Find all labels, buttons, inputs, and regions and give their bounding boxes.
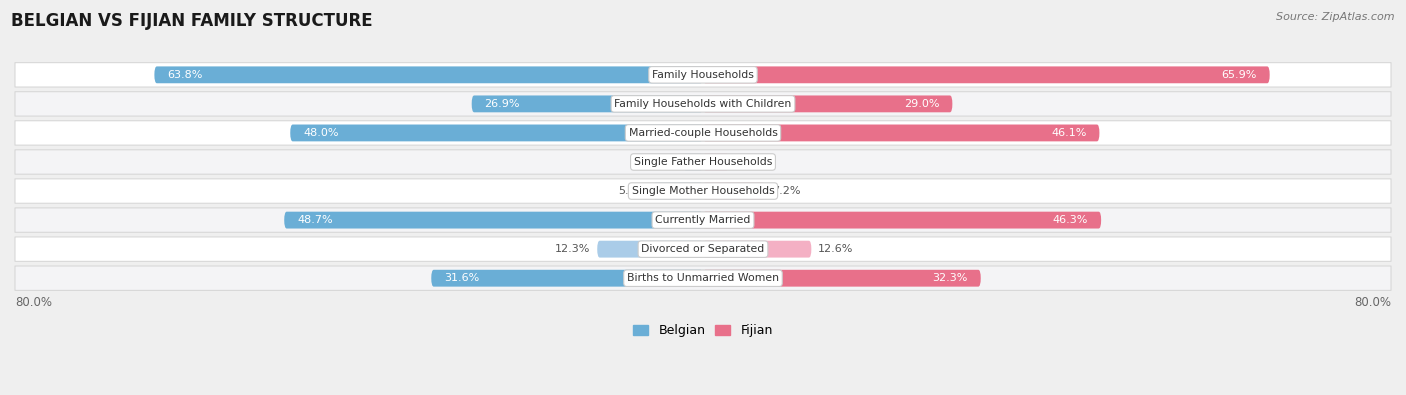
FancyBboxPatch shape <box>703 212 1101 229</box>
Text: 3.0%: 3.0% <box>735 157 763 167</box>
FancyBboxPatch shape <box>471 96 703 112</box>
FancyBboxPatch shape <box>654 182 703 199</box>
FancyBboxPatch shape <box>15 208 1391 232</box>
Text: Single Father Households: Single Father Households <box>634 157 772 167</box>
FancyBboxPatch shape <box>15 63 1391 87</box>
Text: 80.0%: 80.0% <box>1354 296 1391 309</box>
FancyBboxPatch shape <box>15 179 1391 203</box>
FancyBboxPatch shape <box>703 241 811 258</box>
FancyBboxPatch shape <box>15 92 1391 116</box>
Text: 65.9%: 65.9% <box>1222 70 1257 80</box>
FancyBboxPatch shape <box>15 266 1391 290</box>
FancyBboxPatch shape <box>15 150 1391 174</box>
Text: 63.8%: 63.8% <box>167 70 202 80</box>
Text: Births to Unmarried Women: Births to Unmarried Women <box>627 273 779 283</box>
Text: Family Households: Family Households <box>652 70 754 80</box>
Text: 46.1%: 46.1% <box>1052 128 1087 138</box>
FancyBboxPatch shape <box>683 154 703 170</box>
Text: Source: ZipAtlas.com: Source: ZipAtlas.com <box>1277 12 1395 22</box>
Text: Currently Married: Currently Married <box>655 215 751 225</box>
Text: 26.9%: 26.9% <box>485 99 520 109</box>
Text: 7.2%: 7.2% <box>772 186 800 196</box>
Text: Single Mother Households: Single Mother Households <box>631 186 775 196</box>
FancyBboxPatch shape <box>703 66 1270 83</box>
FancyBboxPatch shape <box>432 270 703 287</box>
FancyBboxPatch shape <box>284 212 703 229</box>
Text: 5.8%: 5.8% <box>617 186 647 196</box>
Text: Divorced or Separated: Divorced or Separated <box>641 244 765 254</box>
Text: 12.6%: 12.6% <box>818 244 853 254</box>
Text: BELGIAN VS FIJIAN FAMILY STRUCTURE: BELGIAN VS FIJIAN FAMILY STRUCTURE <box>11 12 373 30</box>
FancyBboxPatch shape <box>703 182 765 199</box>
Text: Married-couple Households: Married-couple Households <box>628 128 778 138</box>
FancyBboxPatch shape <box>703 96 952 112</box>
Text: 2.3%: 2.3% <box>648 157 676 167</box>
Text: 31.6%: 31.6% <box>444 273 479 283</box>
Legend: Belgian, Fijian: Belgian, Fijian <box>628 320 778 342</box>
FancyBboxPatch shape <box>598 241 703 258</box>
FancyBboxPatch shape <box>703 154 728 170</box>
Text: 32.3%: 32.3% <box>932 273 967 283</box>
FancyBboxPatch shape <box>290 124 703 141</box>
Text: 29.0%: 29.0% <box>904 99 939 109</box>
FancyBboxPatch shape <box>703 124 1099 141</box>
Text: 80.0%: 80.0% <box>15 296 52 309</box>
FancyBboxPatch shape <box>15 237 1391 261</box>
Text: 48.0%: 48.0% <box>304 128 339 138</box>
FancyBboxPatch shape <box>703 270 981 287</box>
FancyBboxPatch shape <box>15 121 1391 145</box>
FancyBboxPatch shape <box>155 66 703 83</box>
Text: 48.7%: 48.7% <box>297 215 333 225</box>
Text: 46.3%: 46.3% <box>1053 215 1088 225</box>
Text: Family Households with Children: Family Households with Children <box>614 99 792 109</box>
Text: 12.3%: 12.3% <box>555 244 591 254</box>
